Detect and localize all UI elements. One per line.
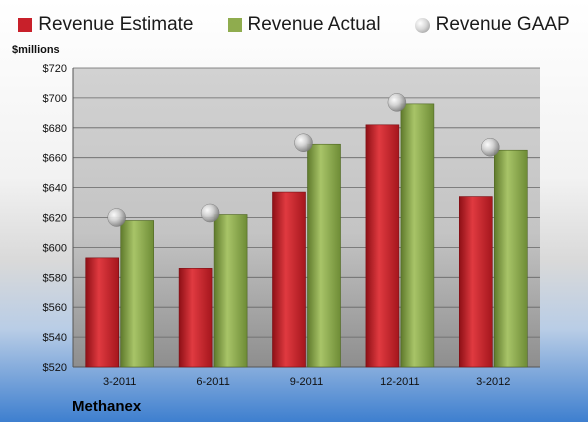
y-tick-label: $560 <box>43 302 67 314</box>
x-tick-label: 3-2012 <box>476 376 510 388</box>
bar-revenue-estimate <box>85 257 119 368</box>
legend-item-actual: Revenue Actual <box>227 14 381 36</box>
bar-revenue-estimate <box>458 196 493 368</box>
marker-revenue-gaap <box>107 208 126 227</box>
gaap-swatch-icon <box>414 17 430 33</box>
legend-item-gaap: Revenue GAAP <box>414 14 570 36</box>
marker-revenue-gaap <box>294 133 313 152</box>
gaap-markers <box>107 93 500 227</box>
x-tick-label: 3-2011 <box>103 376 136 388</box>
marker-revenue-gaap <box>387 93 407 112</box>
actual-swatch <box>227 18 242 32</box>
bars <box>85 103 528 368</box>
y-tick-label: $700 <box>43 93 67 105</box>
bar-revenue-actual <box>400 103 435 368</box>
company-name: Methanex <box>72 398 142 415</box>
bar-revenue-actual <box>493 149 528 368</box>
x-tick-label: 12-2011 <box>380 376 420 388</box>
y-tick-label: $640 <box>43 183 67 195</box>
y-tick-label: $660 <box>43 153 67 165</box>
estimate-swatch <box>18 18 33 32</box>
y-axis-ticks: $520 $540 $560 $580 $600 $620 $640 $660 $680 $700… <box>43 63 67 374</box>
y-tick-label: $620 <box>43 213 67 225</box>
legend: Revenue Estimate Revenue Actual Revenue … <box>0 14 588 36</box>
legend-label-gaap: Revenue GAAP <box>435 14 570 35</box>
bar-revenue-actual <box>120 220 154 368</box>
legend-item-estimate: Revenue Estimate <box>18 14 194 36</box>
y-tick-label: $520 <box>43 362 67 374</box>
y-tick-label: $600 <box>43 242 67 254</box>
x-tick-label: 9-2011 <box>290 376 323 388</box>
legend-label-estimate: Revenue Estimate <box>38 14 194 35</box>
y-tick-label: $580 <box>43 272 67 284</box>
bar-revenue-estimate <box>178 268 213 368</box>
y-tick-label: $720 <box>43 63 67 75</box>
marker-revenue-gaap <box>481 137 500 157</box>
x-axis-ticks: 3-2011 6-2011 9-2011 12-2011 3-2012 <box>103 376 510 388</box>
bar-revenue-estimate <box>365 124 400 368</box>
x-tick-label: 6-2011 <box>196 376 229 388</box>
bar-revenue-actual <box>213 214 248 368</box>
bar-revenue-actual <box>307 143 341 368</box>
y-axis-unit-label: $millions <box>12 44 60 56</box>
bar-revenue-estimate <box>272 191 306 368</box>
marker-revenue-gaap <box>200 203 220 223</box>
y-tick-label: $680 <box>43 123 67 135</box>
y-tick-label: $540 <box>43 332 67 344</box>
legend-label-actual: Revenue Actual <box>247 14 381 35</box>
